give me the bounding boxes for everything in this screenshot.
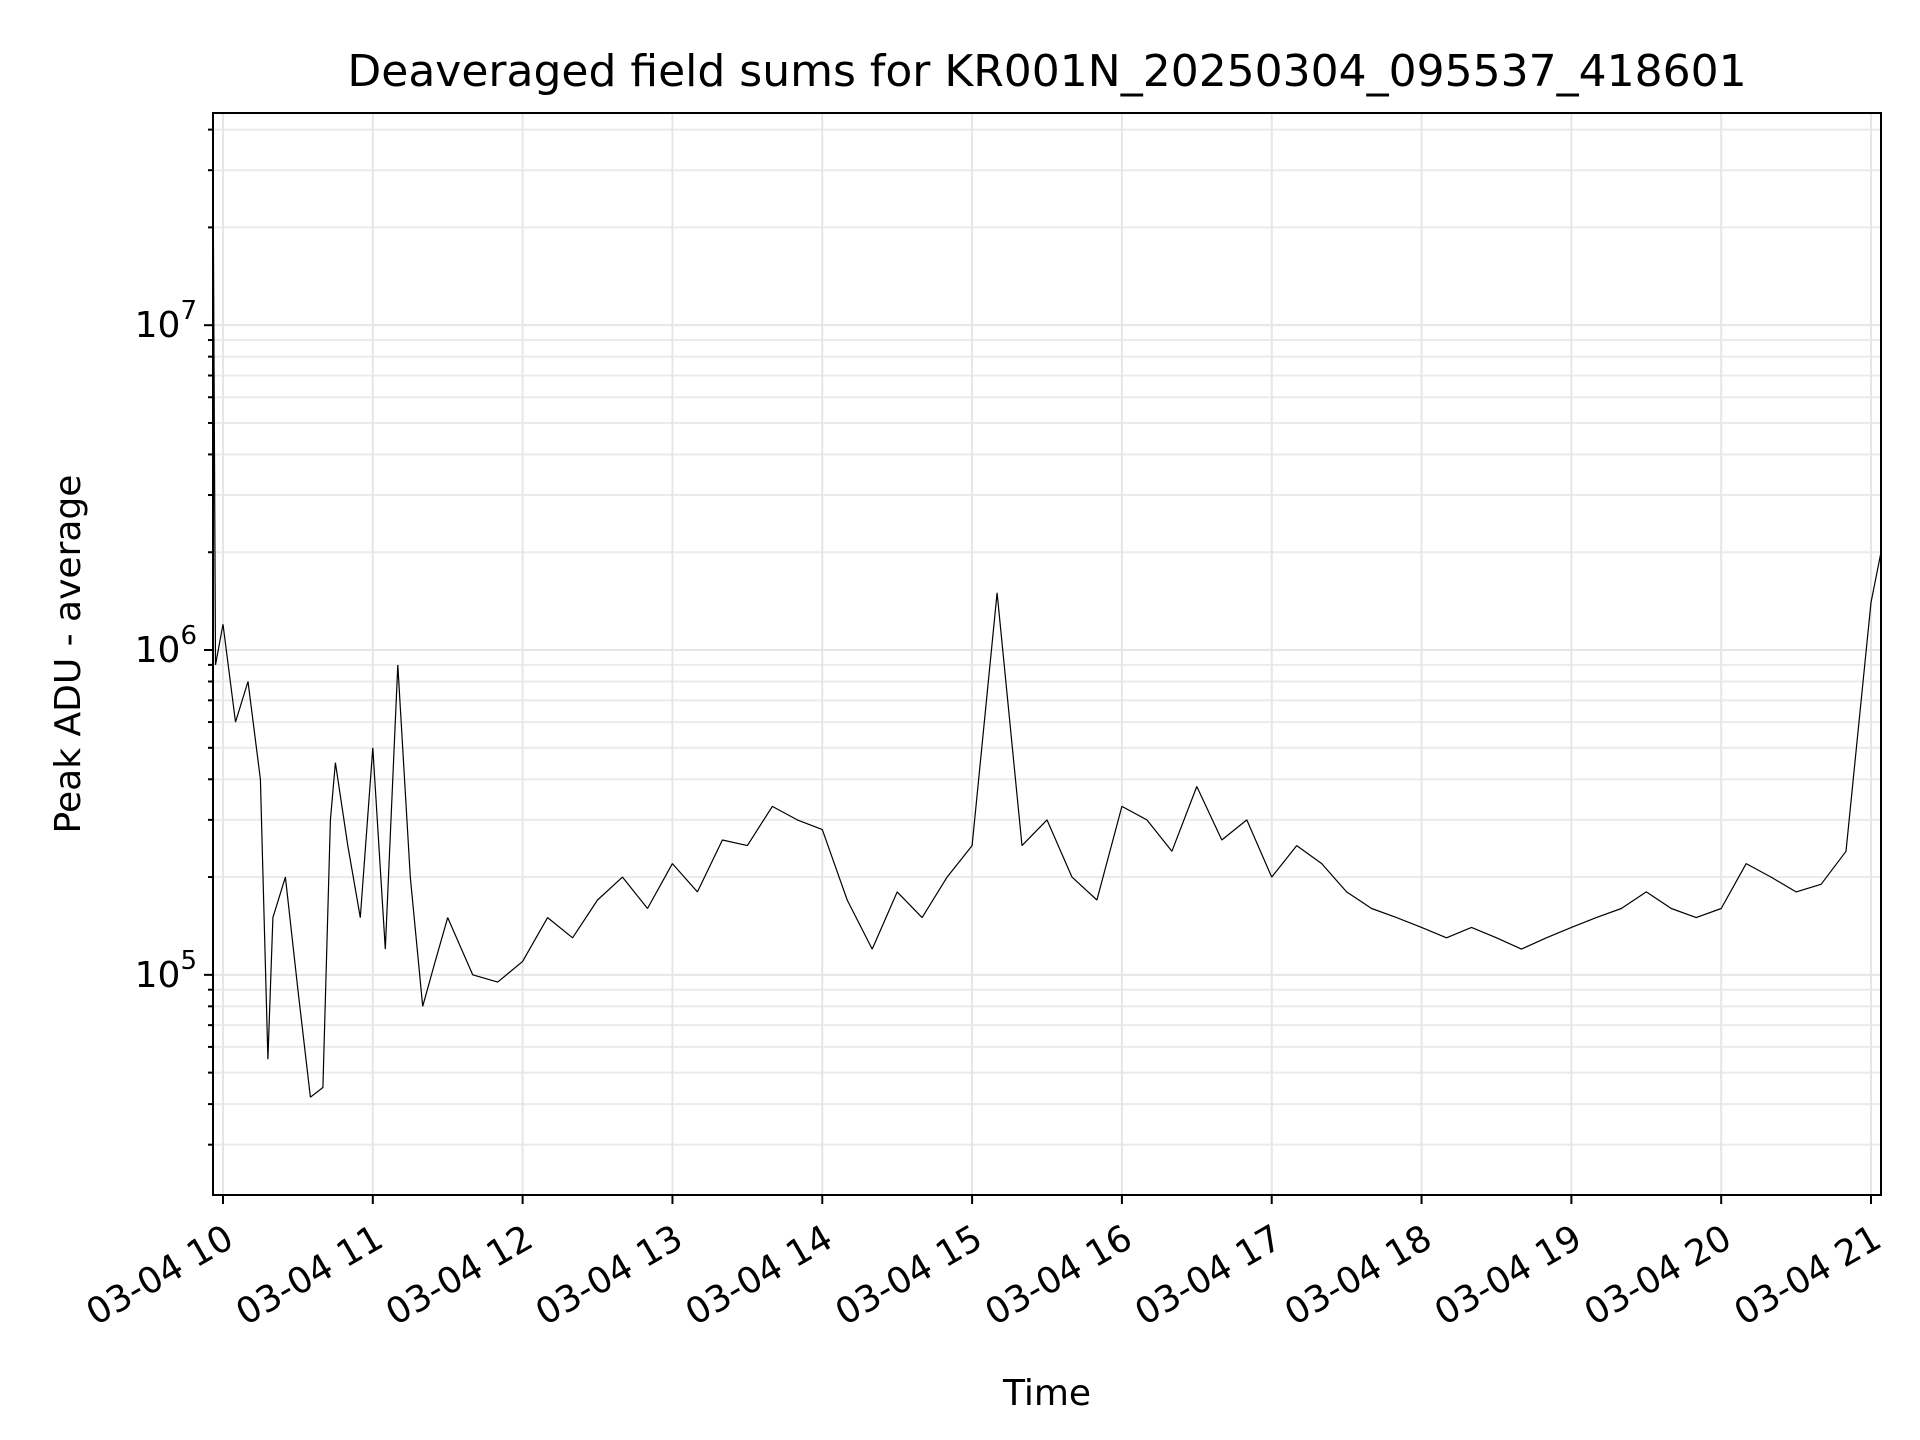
series-layer xyxy=(213,148,1881,1098)
y-tick-label: 105 xyxy=(135,946,197,996)
plot-area xyxy=(213,113,1881,1195)
series-line xyxy=(213,148,1881,1098)
y-tick-label: 107 xyxy=(135,296,197,346)
y-tick-label: 106 xyxy=(135,621,197,671)
axes-frame xyxy=(212,112,1882,1196)
x-axis-label: Time xyxy=(1002,1373,1091,1414)
y-axis-label: Peak ADU - average xyxy=(48,475,89,834)
chart-title: Deaveraged field sums for KR001N_2025030… xyxy=(347,46,1746,97)
grid xyxy=(213,113,1881,1195)
